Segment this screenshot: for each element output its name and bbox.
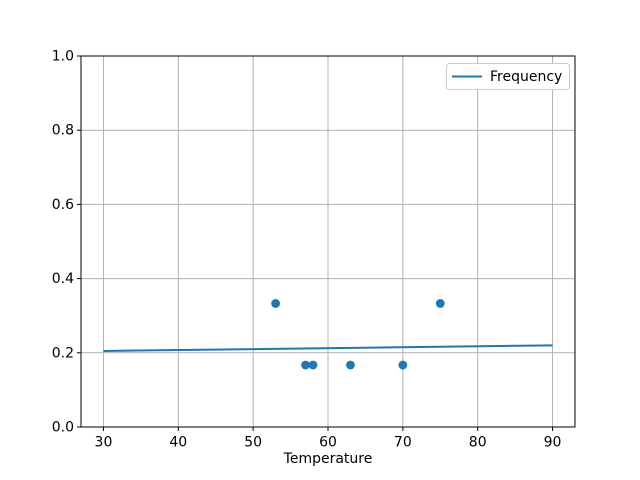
y-tick-label: 1.0 — [52, 49, 74, 65]
scatter-point — [301, 360, 310, 370]
x-tick-label: 80 — [469, 435, 487, 451]
scatter-point — [346, 360, 355, 370]
x-tick-label: 40 — [169, 435, 187, 451]
x-tick-label: 50 — [244, 435, 262, 451]
legend-box — [446, 63, 570, 90]
axes-layer: 30 40 50 60 70 80 90 0.0 0.2 0.4 0.6 0.8 1.0 — [52, 49, 576, 451]
y-tick-label: 0.6 — [52, 197, 74, 213]
scatter-point — [308, 360, 318, 370]
x-tick-label: 70 — [394, 435, 412, 451]
data-layer — [103, 299, 553, 370]
legend-label: Frequency — [490, 69, 562, 85]
scatter-point — [398, 360, 408, 370]
y-tick-label: 0.8 — [52, 123, 74, 139]
grid-layer — [81, 55, 575, 428]
x-tick-label: 90 — [544, 435, 562, 451]
y-tick-label: 0.2 — [52, 345, 74, 361]
x-tick-label: 30 — [95, 435, 113, 451]
x-tick-label: 60 — [319, 435, 337, 451]
x-axis-label: Temperature — [283, 451, 373, 467]
line-series — [103, 344, 553, 352]
scatter-point — [435, 299, 445, 308]
y-tick-label: 0.0 — [52, 420, 74, 436]
scatter-point — [271, 299, 281, 308]
legend: Frequency — [446, 63, 570, 90]
y-tick-label: 0.4 — [52, 271, 74, 287]
